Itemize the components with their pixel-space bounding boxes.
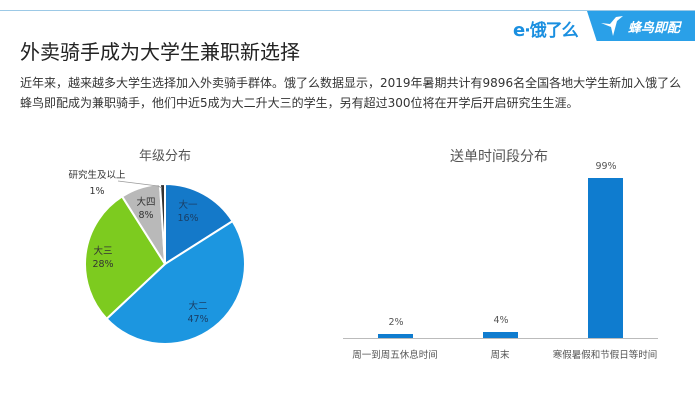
bar-holiday [588,178,623,338]
bar-value-holiday: 99% [595,161,617,172]
bar-value-weekday: 2% [388,317,404,328]
page-title: 外卖骑手成为大学生兼职新选择 [20,40,300,64]
category-holiday: 寒假暑假和节假日等时间 [552,350,658,361]
leader-line [117,180,163,189]
pie-label-sophomore: 大二 47% [187,301,209,325]
bar-weekend [483,331,518,338]
category-weekend: 周末 [490,350,510,361]
category-weekday: 周一到周五休息时间 [352,350,438,361]
intro-paragraph: 近年来，越来越多大学生选择加入外卖骑手群体。饿了么数据显示，2019年暑期共计有… [20,76,682,110]
pie-label-postgrad: 研究生及以上 1% [68,170,126,197]
pie-slice [105,219,246,345]
pie-slice [158,182,166,265]
fengniao-logo-bg [587,11,695,41]
top-divider [0,10,695,11]
bird-icon [601,16,623,36]
pie-label-senior: 大四 8% [136,197,156,221]
pie-label-freshman: 大一 16% [177,200,199,224]
bar-weekday [378,334,413,338]
bar-chart-title: 送单时间段分布 [450,149,548,165]
x-axis [343,338,658,339]
pie-slice [84,195,167,321]
pie-chart-title: 年级分布 [139,149,192,164]
bar-value-weekend: 4% [493,314,509,326]
pie-slice [164,182,234,266]
pie-label-junior: 大三 28% [92,246,114,270]
fengniao-logo-text: 蜂鸟即配 [628,21,681,36]
eleme-logo: e·饿了么 [513,20,579,41]
eleme-logo-text: 饿了么 [529,21,579,41]
